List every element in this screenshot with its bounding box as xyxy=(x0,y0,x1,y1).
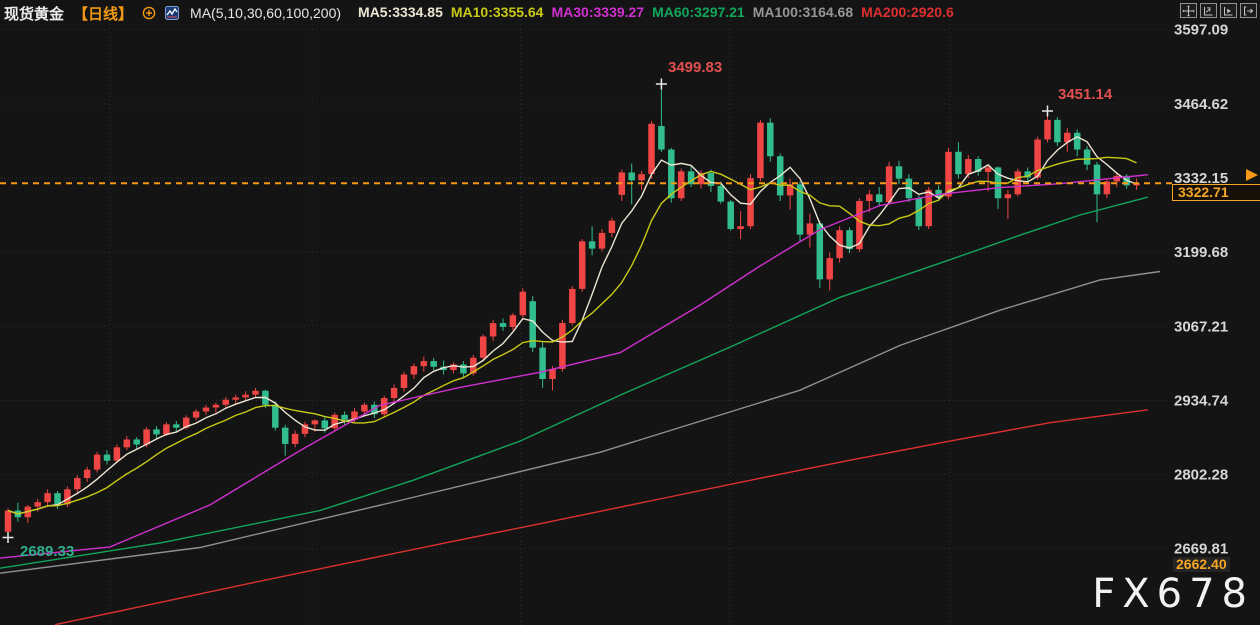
ma-value-label: MA100:3164.68 xyxy=(752,4,854,20)
current-price-tag[interactable]: 3322.71 xyxy=(1172,184,1260,201)
axis-label: 2802.28 xyxy=(1174,467,1228,484)
ma-value-label: MA60:3297.21 xyxy=(652,4,745,20)
axis-label: 3332.15 xyxy=(1174,170,1228,187)
circle-plus-icon[interactable] xyxy=(142,6,156,20)
axis-label: 2669.81 xyxy=(1174,541,1228,558)
pan-icon[interactable] xyxy=(1180,3,1197,18)
ma30-line xyxy=(0,174,1149,559)
axis-label: 2934.74 xyxy=(1174,392,1229,409)
annotations: 3499.83 3451.14 2689.33 xyxy=(2,59,1113,560)
ma-value-label: MA30:3339.27 xyxy=(551,4,645,20)
mini-chart-icon[interactable] xyxy=(165,6,180,20)
gridlines xyxy=(0,20,1166,625)
price-flag-icon xyxy=(1246,169,1258,181)
chart-toolbar xyxy=(1180,3,1257,18)
scale-axis-icon[interactable] xyxy=(1200,3,1217,18)
extreme-price-label: 3499.83 xyxy=(668,59,722,76)
ma5-line xyxy=(7,136,1137,515)
watermark: FX678 xyxy=(1092,571,1254,617)
axis-label: 3464.62 xyxy=(1174,96,1228,113)
ma-value-label: MA200:2920.6 xyxy=(861,4,954,20)
ma-settings-label[interactable]: MA(5,10,30,60,100,200) xyxy=(190,5,342,21)
extreme-price-label: 3451.14 xyxy=(1058,86,1113,103)
ma10-line xyxy=(7,156,1137,515)
candlesticks xyxy=(4,84,1140,538)
low-price-tag[interactable]: 2662.40 xyxy=(1173,557,1230,572)
ma60-line xyxy=(0,196,1149,569)
ma100-line xyxy=(0,270,1161,574)
ma-value-label: MA10:3355.64 xyxy=(450,4,544,20)
chart-header: 现货黄金 【日线】 MA(5,10,30,60,100,200) MA5:333… xyxy=(4,2,1256,24)
scale-play-icon[interactable] xyxy=(1220,3,1237,18)
price-axis[interactable]: 3597.09 3464.62 3332.15 3199.68 3067.21 2934.… xyxy=(1174,22,1258,558)
axis-label: 3597.09 xyxy=(1174,22,1228,39)
extreme-price-label: 2689.33 xyxy=(20,543,74,560)
ma-values: MA5:3334.85 MA10:3355.64 MA30:3339.27 MA60:… xyxy=(350,4,954,22)
axis-label: 3067.21 xyxy=(1174,318,1228,335)
period-label[interactable]: 【日线】 xyxy=(73,5,134,23)
exit-icon[interactable] xyxy=(1240,3,1257,18)
ma-value-label: MA5:3334.85 xyxy=(358,4,443,20)
axis-label: 3199.68 xyxy=(1174,244,1228,261)
symbol-name: 现货黄金 xyxy=(4,5,65,23)
ma200-line xyxy=(54,409,1149,625)
